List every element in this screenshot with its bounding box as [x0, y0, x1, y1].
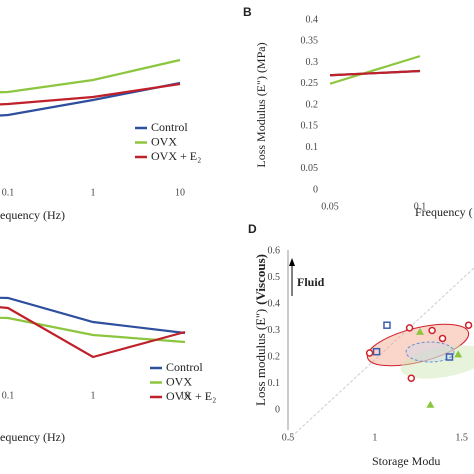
x-axis-title: equency (Hz): [0, 430, 65, 444]
x-tick-label: 0.5: [282, 432, 295, 443]
point: [405, 324, 414, 332]
y-tick-label: 0.35: [301, 36, 319, 47]
x-tick-label: 1: [372, 432, 377, 443]
x-tick-label: 1: [91, 187, 96, 198]
y-tick-label: 0.25: [301, 78, 319, 89]
point: [445, 353, 454, 361]
y-axis-title: Loss modulus (E'') (Viscous): [253, 254, 268, 406]
point: [438, 334, 447, 343]
diagonal: [287, 267, 474, 441]
x-tick-label: 10: [175, 187, 185, 198]
x-tick-label: 1.5: [455, 432, 468, 443]
x-axis-title: Frequency (: [415, 205, 473, 219]
series-line: [329, 69, 421, 77]
y-tick-label: 0.2: [268, 351, 281, 362]
y-tick-label: 0.2: [306, 99, 319, 110]
annotation: Fluid: [297, 275, 325, 289]
legend-label: Control: [151, 120, 188, 134]
y-tick-label: 0.1: [306, 142, 319, 153]
x-tick-label: 1: [91, 390, 96, 401]
point: [464, 321, 473, 329]
point: [426, 400, 435, 408]
series-line: [0, 58, 181, 94]
y-tick-label: 0.4: [268, 298, 281, 309]
panel-label: B: [243, 5, 252, 19]
point: [383, 321, 391, 329]
y-label: Loss modulus (E''): [253, 309, 268, 406]
x-axis-title: equency (Hz): [0, 208, 65, 222]
point: [415, 327, 424, 335]
x-axis-title: Storage Modu: [372, 454, 440, 468]
y-tick-label: 0.1: [268, 378, 281, 389]
series-line: [0, 296, 186, 335]
y-axis-title: Loss Modulus (E") (MPa): [254, 42, 268, 167]
legend-label: Control: [166, 360, 203, 374]
y-tick-label: 0.6: [268, 245, 281, 256]
blue-cluster: [405, 341, 455, 363]
y-tick-label: 0.3: [268, 325, 281, 336]
y-tick-label: 0.4: [306, 14, 319, 25]
x-tick-label: 0.05: [321, 201, 339, 212]
legend-label: OVX: [151, 134, 177, 148]
point: [454, 350, 463, 358]
point: [407, 374, 416, 382]
series-line: [0, 306, 186, 359]
y-tick-label: 0: [313, 184, 318, 195]
x-tick-label: 10: [180, 390, 190, 401]
point: [365, 349, 374, 357]
y-tick-label: 0.5: [268, 272, 281, 283]
legend-label: OVX + E₂: [166, 389, 216, 403]
y-tick-label: 0.05: [301, 163, 319, 174]
series-line: [0, 82, 181, 106]
x-tick-label: 0.1: [2, 390, 15, 401]
y-label-bold: (Viscous): [253, 254, 268, 305]
fluid-arrow-head: [289, 258, 295, 266]
point: [428, 326, 436, 335]
green-cluster: [400, 345, 474, 379]
y-tick-label: 0.15: [301, 121, 319, 132]
x-tick-label: 0.1: [414, 201, 427, 212]
y-tick-label: 0.3: [306, 57, 319, 68]
y-tick-label: 0: [275, 404, 280, 415]
series-line: [0, 316, 186, 344]
x-tick-label: 0.1: [2, 187, 15, 198]
series-line: [329, 55, 421, 85]
point: [372, 347, 381, 356]
legend-label: OVX + E₂: [151, 149, 201, 163]
legend-label: OVX: [166, 374, 192, 388]
panel-label: D: [248, 222, 257, 236]
